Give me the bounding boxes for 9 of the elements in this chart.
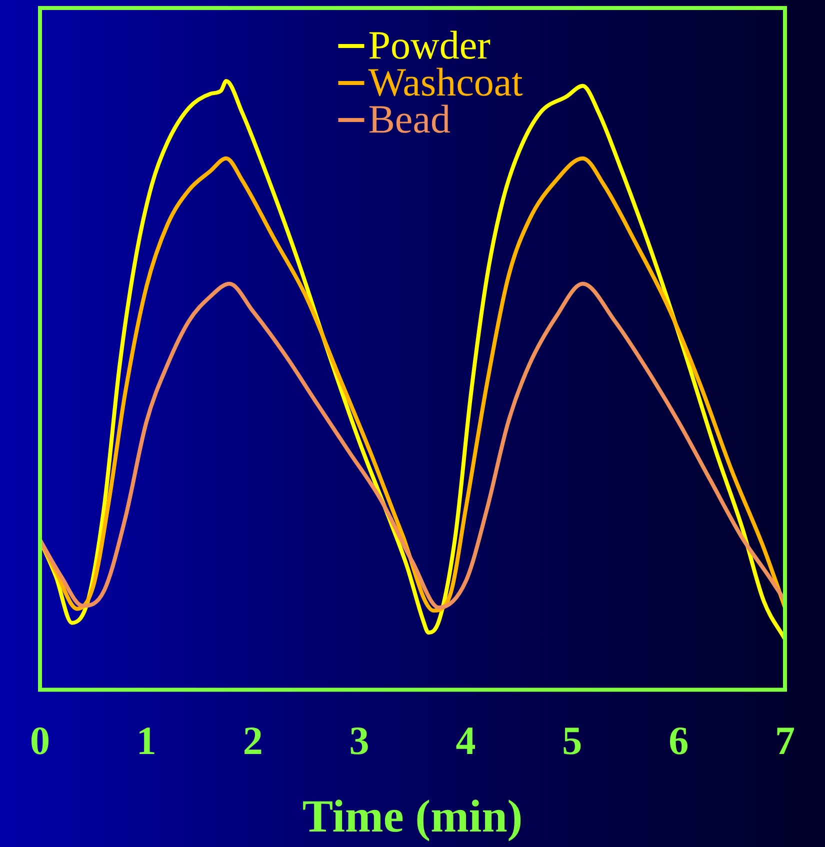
x-tick-label: 0 <box>30 718 50 764</box>
x-tick-label: 3 <box>349 718 370 764</box>
x-tick-label: 7 <box>775 718 795 764</box>
x-tick-label: 1 <box>136 718 156 764</box>
x-tick-label: 6 <box>668 718 689 764</box>
x-tick-label: 5 <box>562 718 582 764</box>
x-tick-label: 4 <box>456 718 476 764</box>
x-axis-title: Time (min) <box>302 790 523 842</box>
x-tick-label: 2 <box>242 718 263 764</box>
